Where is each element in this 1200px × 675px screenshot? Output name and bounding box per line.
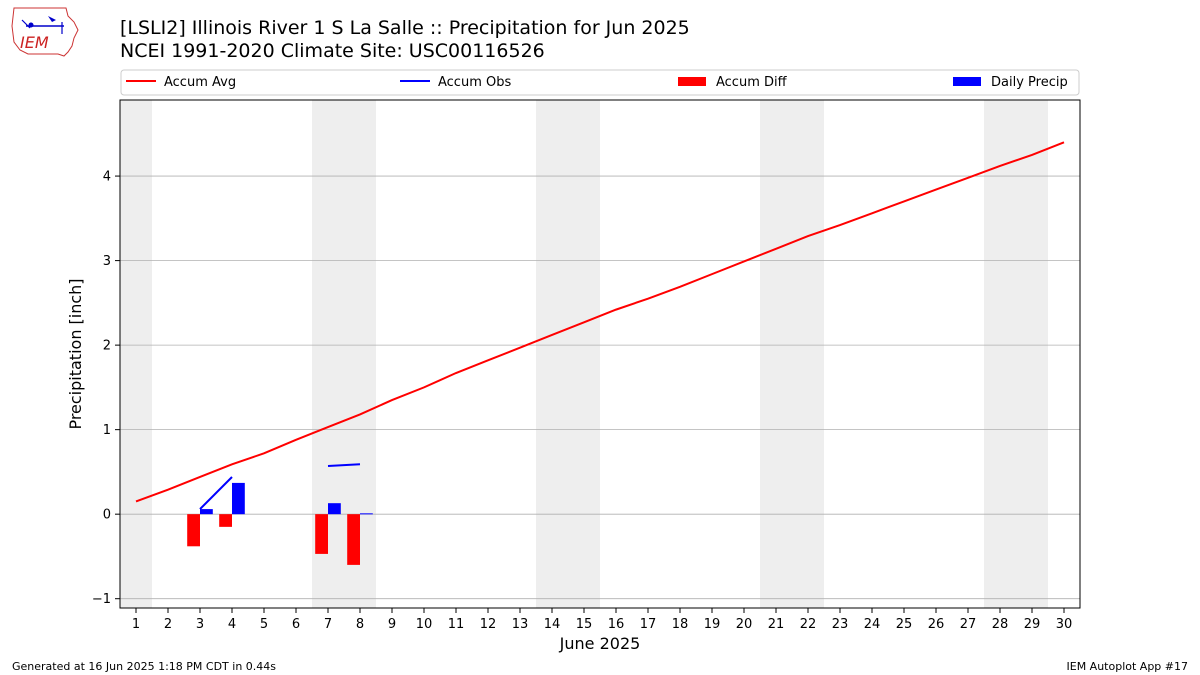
daily-precip-bar (232, 482, 245, 515)
x-tick-label: 30 (1056, 617, 1073, 632)
weekend-band (120, 100, 152, 608)
accum-obs-line (327, 463, 361, 467)
legend-swatch (678, 77, 706, 86)
accum-avg-line (135, 141, 1065, 503)
y-tick-label: 4 (103, 170, 111, 185)
x-tick-label: 21 (768, 617, 785, 632)
x-tick-label: 1 (132, 617, 140, 632)
x-tick-label: 28 (992, 617, 1009, 632)
weekend-band (984, 100, 1048, 608)
chart-subtitle: NCEI 1991-2020 Climate Site: USC00116526 (120, 40, 545, 62)
x-tick-label: 19 (704, 617, 721, 632)
legend-box (120, 69, 1080, 96)
y-tick-label: 2 (103, 339, 111, 354)
x-tick-label: 27 (960, 617, 977, 632)
x-tick-label: 23 (832, 617, 849, 632)
x-tick-label: 22 (800, 617, 817, 632)
legend-label: Accum Avg (164, 75, 236, 90)
daily-precip-bar (200, 509, 213, 515)
x-tick-label: 20 (736, 617, 753, 632)
x-tick-label: 11 (448, 617, 465, 632)
app-footer: IEM Autoplot App #17 (1066, 660, 1189, 673)
x-tick-label: 4 (228, 617, 236, 632)
x-tick-label: 24 (864, 617, 881, 632)
y-tick-label: −1 (92, 592, 111, 607)
y-tick-label: 1 (103, 423, 111, 438)
x-tick-label: 10 (416, 617, 433, 632)
x-tick-label: 29 (1024, 617, 1041, 632)
legend-label: Accum Obs (438, 75, 511, 90)
legend-swatch (953, 77, 981, 86)
legend-label: Accum Diff (716, 75, 788, 90)
x-tick-label: 13 (512, 617, 529, 632)
x-tick-label: 18 (672, 617, 689, 632)
weekend-band (536, 100, 600, 608)
plot-frame (119, 99, 1081, 609)
daily-precip-bar (360, 513, 373, 515)
accum-diff-bar (187, 514, 200, 547)
x-tick-label: 25 (896, 617, 913, 632)
x-tick-label: 3 (196, 617, 204, 632)
x-axis-label: June 2025 (559, 634, 641, 653)
x-tick-label: 5 (260, 617, 268, 632)
x-tick-label: 15 (576, 617, 593, 632)
x-tick-label: 17 (640, 617, 657, 632)
x-tick-label: 9 (388, 617, 396, 632)
y-axis-label: Precipitation [inch] (66, 278, 85, 429)
weekend-band (760, 100, 824, 608)
accum-obs-line (199, 476, 233, 510)
accum-diff-bar (315, 514, 328, 554)
accum-diff-bar (347, 514, 360, 565)
daily-precip-bar (328, 503, 341, 515)
y-tick-label: 3 (103, 254, 111, 269)
generated-footer: Generated at 16 Jun 2025 1:18 PM CDT in … (12, 660, 277, 673)
x-tick-label: 14 (544, 617, 561, 632)
x-tick-label: 8 (356, 617, 364, 632)
x-tick-label: 16 (608, 617, 625, 632)
x-tick-label: 12 (480, 617, 497, 632)
y-tick-label: 0 (103, 508, 111, 523)
x-tick-label: 2 (164, 617, 172, 632)
x-tick-label: 26 (928, 617, 945, 632)
chart-title: [LSLI2] Illinois River 1 S La Salle :: P… (120, 17, 690, 39)
x-tick-label: 7 (324, 617, 332, 632)
accum-diff-bar (219, 514, 232, 527)
x-tick-label: 6 (292, 617, 300, 632)
legend-label: Daily Precip (991, 75, 1068, 90)
logo-text: IEM (20, 33, 49, 52)
iem-logo: IEM (8, 6, 82, 62)
